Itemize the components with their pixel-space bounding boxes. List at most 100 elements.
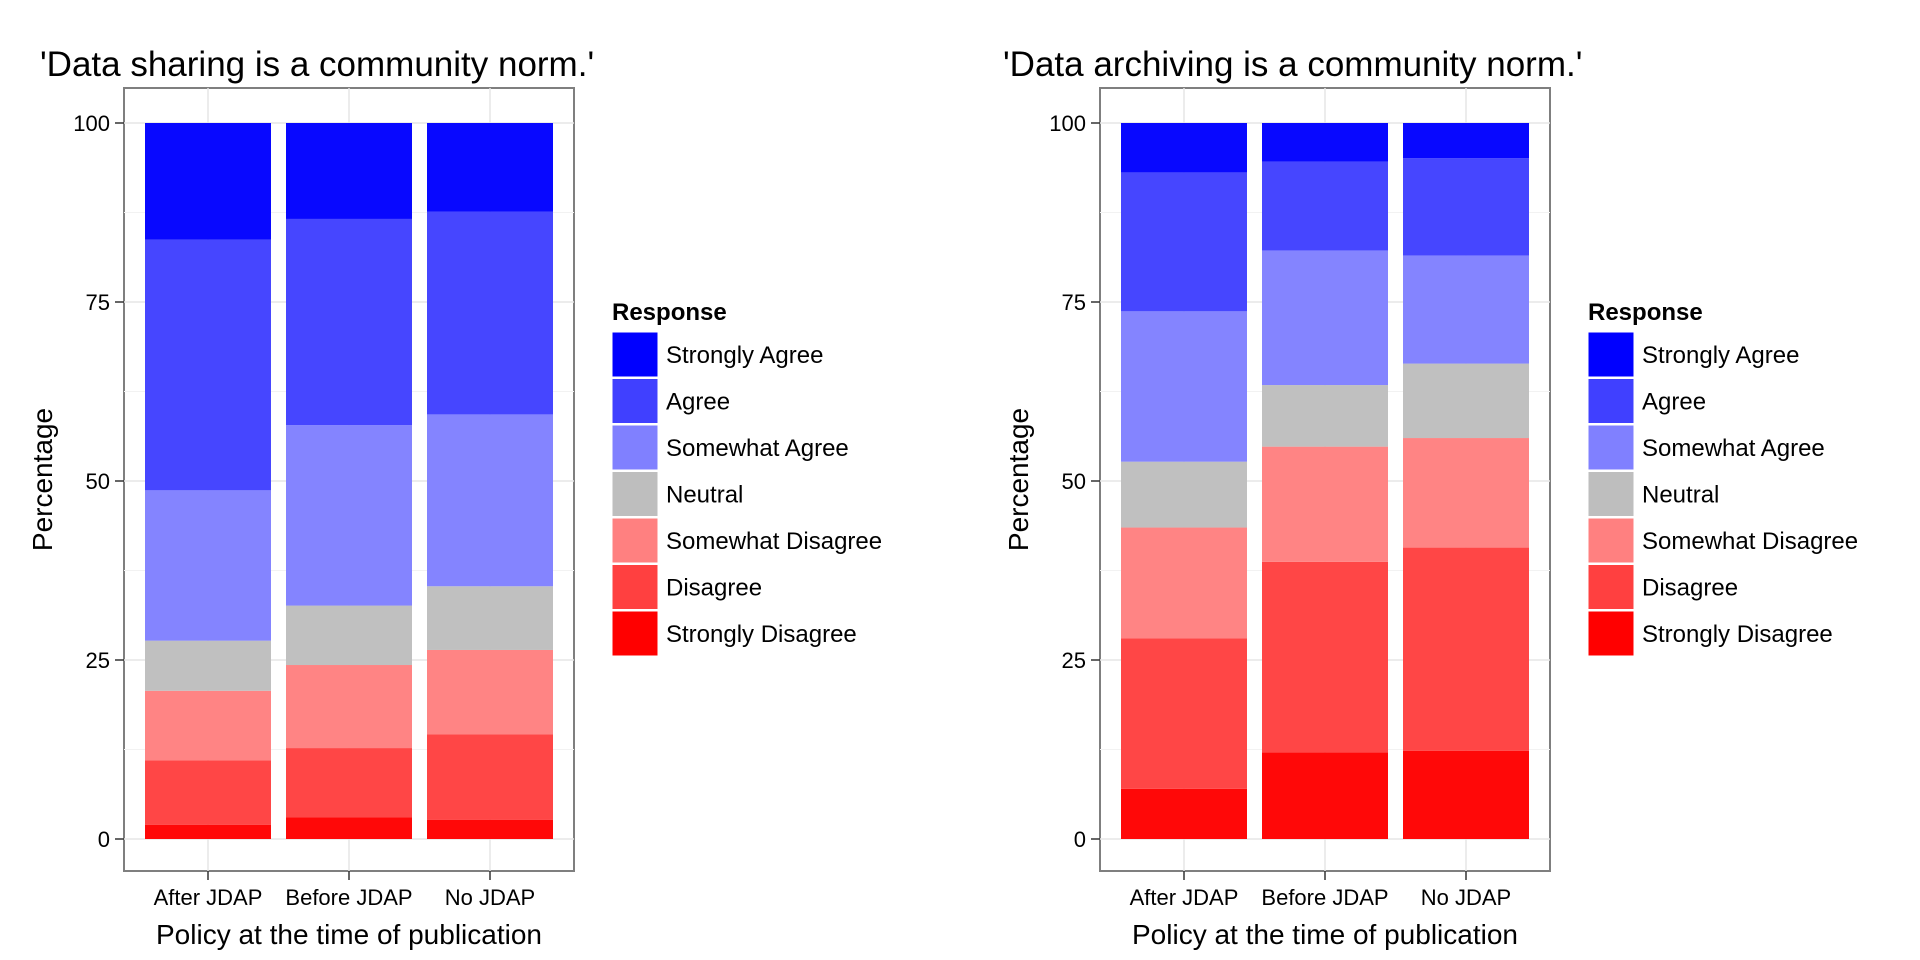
- bar-segment-neutral: [145, 640, 271, 691]
- legend-swatch-agree: [611, 378, 659, 424]
- legend-label: Disagree: [1642, 575, 1738, 602]
- bar-segment-somewhat-agree: [1121, 311, 1247, 462]
- legend: Response Strongly Agree Agree Somewhat Agre…: [611, 299, 882, 657]
- x-tick-label: After JDAP: [1130, 885, 1239, 910]
- x-tick-label: Before JDAP: [285, 885, 412, 910]
- legend-label: Somewhat Agree: [666, 435, 849, 462]
- legend-swatch-disagree: [1587, 564, 1635, 610]
- bar-segment-disagree: [1121, 638, 1247, 789]
- legend: Response Strongly Agree Agree Somewhat Agre…: [1587, 299, 1858, 657]
- bars: [1121, 123, 1529, 839]
- legend-label: Somewhat Disagree: [1642, 528, 1858, 555]
- legend-title: Response: [1588, 299, 1703, 326]
- legend-label: Somewhat Agree: [1642, 435, 1825, 462]
- legend-label: Agree: [666, 389, 730, 416]
- legend-label: Strongly Agree: [666, 342, 823, 369]
- bar-segment-somewhat-disagree: [145, 690, 271, 761]
- bar-segment-neutral: [1121, 461, 1247, 528]
- legend-swatch-disagree: [611, 564, 659, 610]
- legend-label: Neutral: [1642, 482, 1719, 509]
- legend-swatch-somewhat-agree: [1587, 424, 1635, 471]
- bars: [145, 123, 553, 839]
- chart-panel-1: 'Data sharing is a community norm.' 0 25 50…: [27, 45, 882, 950]
- y-tick-label: 0: [1074, 827, 1086, 852]
- bar-segment-strongly-agree: [1121, 123, 1247, 173]
- x-tick-label: Before JDAP: [1261, 885, 1388, 910]
- legend-swatch-strongly-disagree: [1587, 610, 1635, 657]
- bar-segment-agree: [1262, 161, 1388, 251]
- bar-segment-neutral: [286, 605, 412, 666]
- legend-swatch-neutral: [611, 471, 659, 517]
- bar-segment-agree: [427, 211, 553, 415]
- bar-segment-disagree: [145, 760, 271, 825]
- bar-segment-somewhat-agree: [1262, 250, 1388, 386]
- bar-segment-neutral: [1403, 363, 1529, 439]
- bar-segment-disagree: [427, 734, 553, 820]
- chart-panel-2: 'Data archiving is a community norm.' 0 25…: [1003, 45, 1858, 950]
- bar-segment-agree: [1403, 158, 1529, 256]
- bar-segment-strongly-agree: [1403, 123, 1529, 159]
- y-tick-label: 0: [98, 827, 110, 852]
- bar-segment-somewhat-agree: [427, 414, 553, 587]
- bar-segment-somewhat-disagree: [286, 665, 412, 749]
- bar-segment-somewhat-disagree: [1262, 446, 1388, 562]
- bar-segment-strongly-disagree: [1121, 788, 1247, 839]
- legend-swatch-somewhat-disagree: [611, 517, 659, 564]
- bar-segment-somewhat-disagree: [1121, 527, 1247, 639]
- y-tick-label: 50: [86, 469, 110, 494]
- legend-label: Agree: [1642, 389, 1706, 416]
- y-tick-label: 25: [86, 648, 110, 673]
- legend-swatch-strongly-disagree: [611, 610, 659, 657]
- x-tick-label: No JDAP: [445, 885, 535, 910]
- legend-swatch-strongly-agree: [611, 331, 659, 378]
- y-tick-label: 75: [86, 290, 110, 315]
- legend-label: Somewhat Disagree: [666, 528, 882, 555]
- bar-segment-agree: [286, 218, 412, 426]
- bar-segment-somewhat-disagree: [1403, 438, 1529, 548]
- chart-title: 'Data archiving is a community norm.': [1003, 45, 1582, 84]
- y-tick-label: 100: [73, 111, 110, 136]
- legend-swatch-strongly-agree: [1587, 331, 1635, 378]
- legend-label: Strongly Disagree: [666, 621, 857, 648]
- bar-segment-agree: [1121, 172, 1247, 312]
- x-axis-title: Policy at the time of publication: [1132, 919, 1518, 950]
- bar-segment-somewhat-agree: [286, 425, 412, 606]
- y-tick-label: 50: [1062, 469, 1086, 494]
- bar-segment-disagree: [286, 748, 412, 818]
- bar-segment-somewhat-disagree: [427, 649, 553, 735]
- y-tick-label: 100: [1049, 111, 1086, 136]
- bar-segment-strongly-agree: [145, 123, 271, 240]
- bar-segment-disagree: [1262, 561, 1388, 753]
- legend-label: Strongly Agree: [1642, 342, 1799, 369]
- legend-label: Disagree: [666, 575, 762, 602]
- y-tick-label: 25: [1062, 648, 1086, 673]
- chart-title: 'Data sharing is a community norm.': [40, 45, 594, 84]
- legend-label: Neutral: [666, 482, 743, 509]
- bar-segment-strongly-disagree: [1403, 750, 1529, 839]
- y-tick-label: 75: [1062, 290, 1086, 315]
- y-axis-title: Percentage: [1003, 408, 1034, 551]
- bar-segment-neutral: [427, 586, 553, 650]
- bar-segment-strongly-agree: [286, 123, 412, 219]
- x-axis-title: Policy at the time of publication: [156, 919, 542, 950]
- bar-segment-agree: [145, 239, 271, 491]
- legend-label: Strongly Disagree: [1642, 621, 1833, 648]
- bar-segment-strongly-disagree: [145, 824, 271, 839]
- bar-segment-strongly-agree: [427, 123, 553, 212]
- legend-swatch-somewhat-agree: [611, 424, 659, 471]
- bar-segment-neutral: [1262, 385, 1388, 447]
- bar-segment-strongly-disagree: [427, 819, 553, 839]
- x-tick-label: After JDAP: [154, 885, 263, 910]
- y-axis-title: Percentage: [27, 408, 58, 551]
- x-tick-label: No JDAP: [1421, 885, 1511, 910]
- bar-segment-disagree: [1403, 547, 1529, 751]
- bar-segment-strongly-disagree: [1262, 752, 1388, 839]
- bar-segment-somewhat-agree: [1403, 255, 1529, 364]
- bar-segment-strongly-disagree: [286, 817, 412, 839]
- legend-title: Response: [612, 299, 727, 326]
- bar-segment-somewhat-agree: [145, 490, 271, 641]
- legend-swatch-agree: [1587, 378, 1635, 424]
- bar-segment-strongly-agree: [1262, 123, 1388, 162]
- legend-swatch-somewhat-disagree: [1587, 517, 1635, 564]
